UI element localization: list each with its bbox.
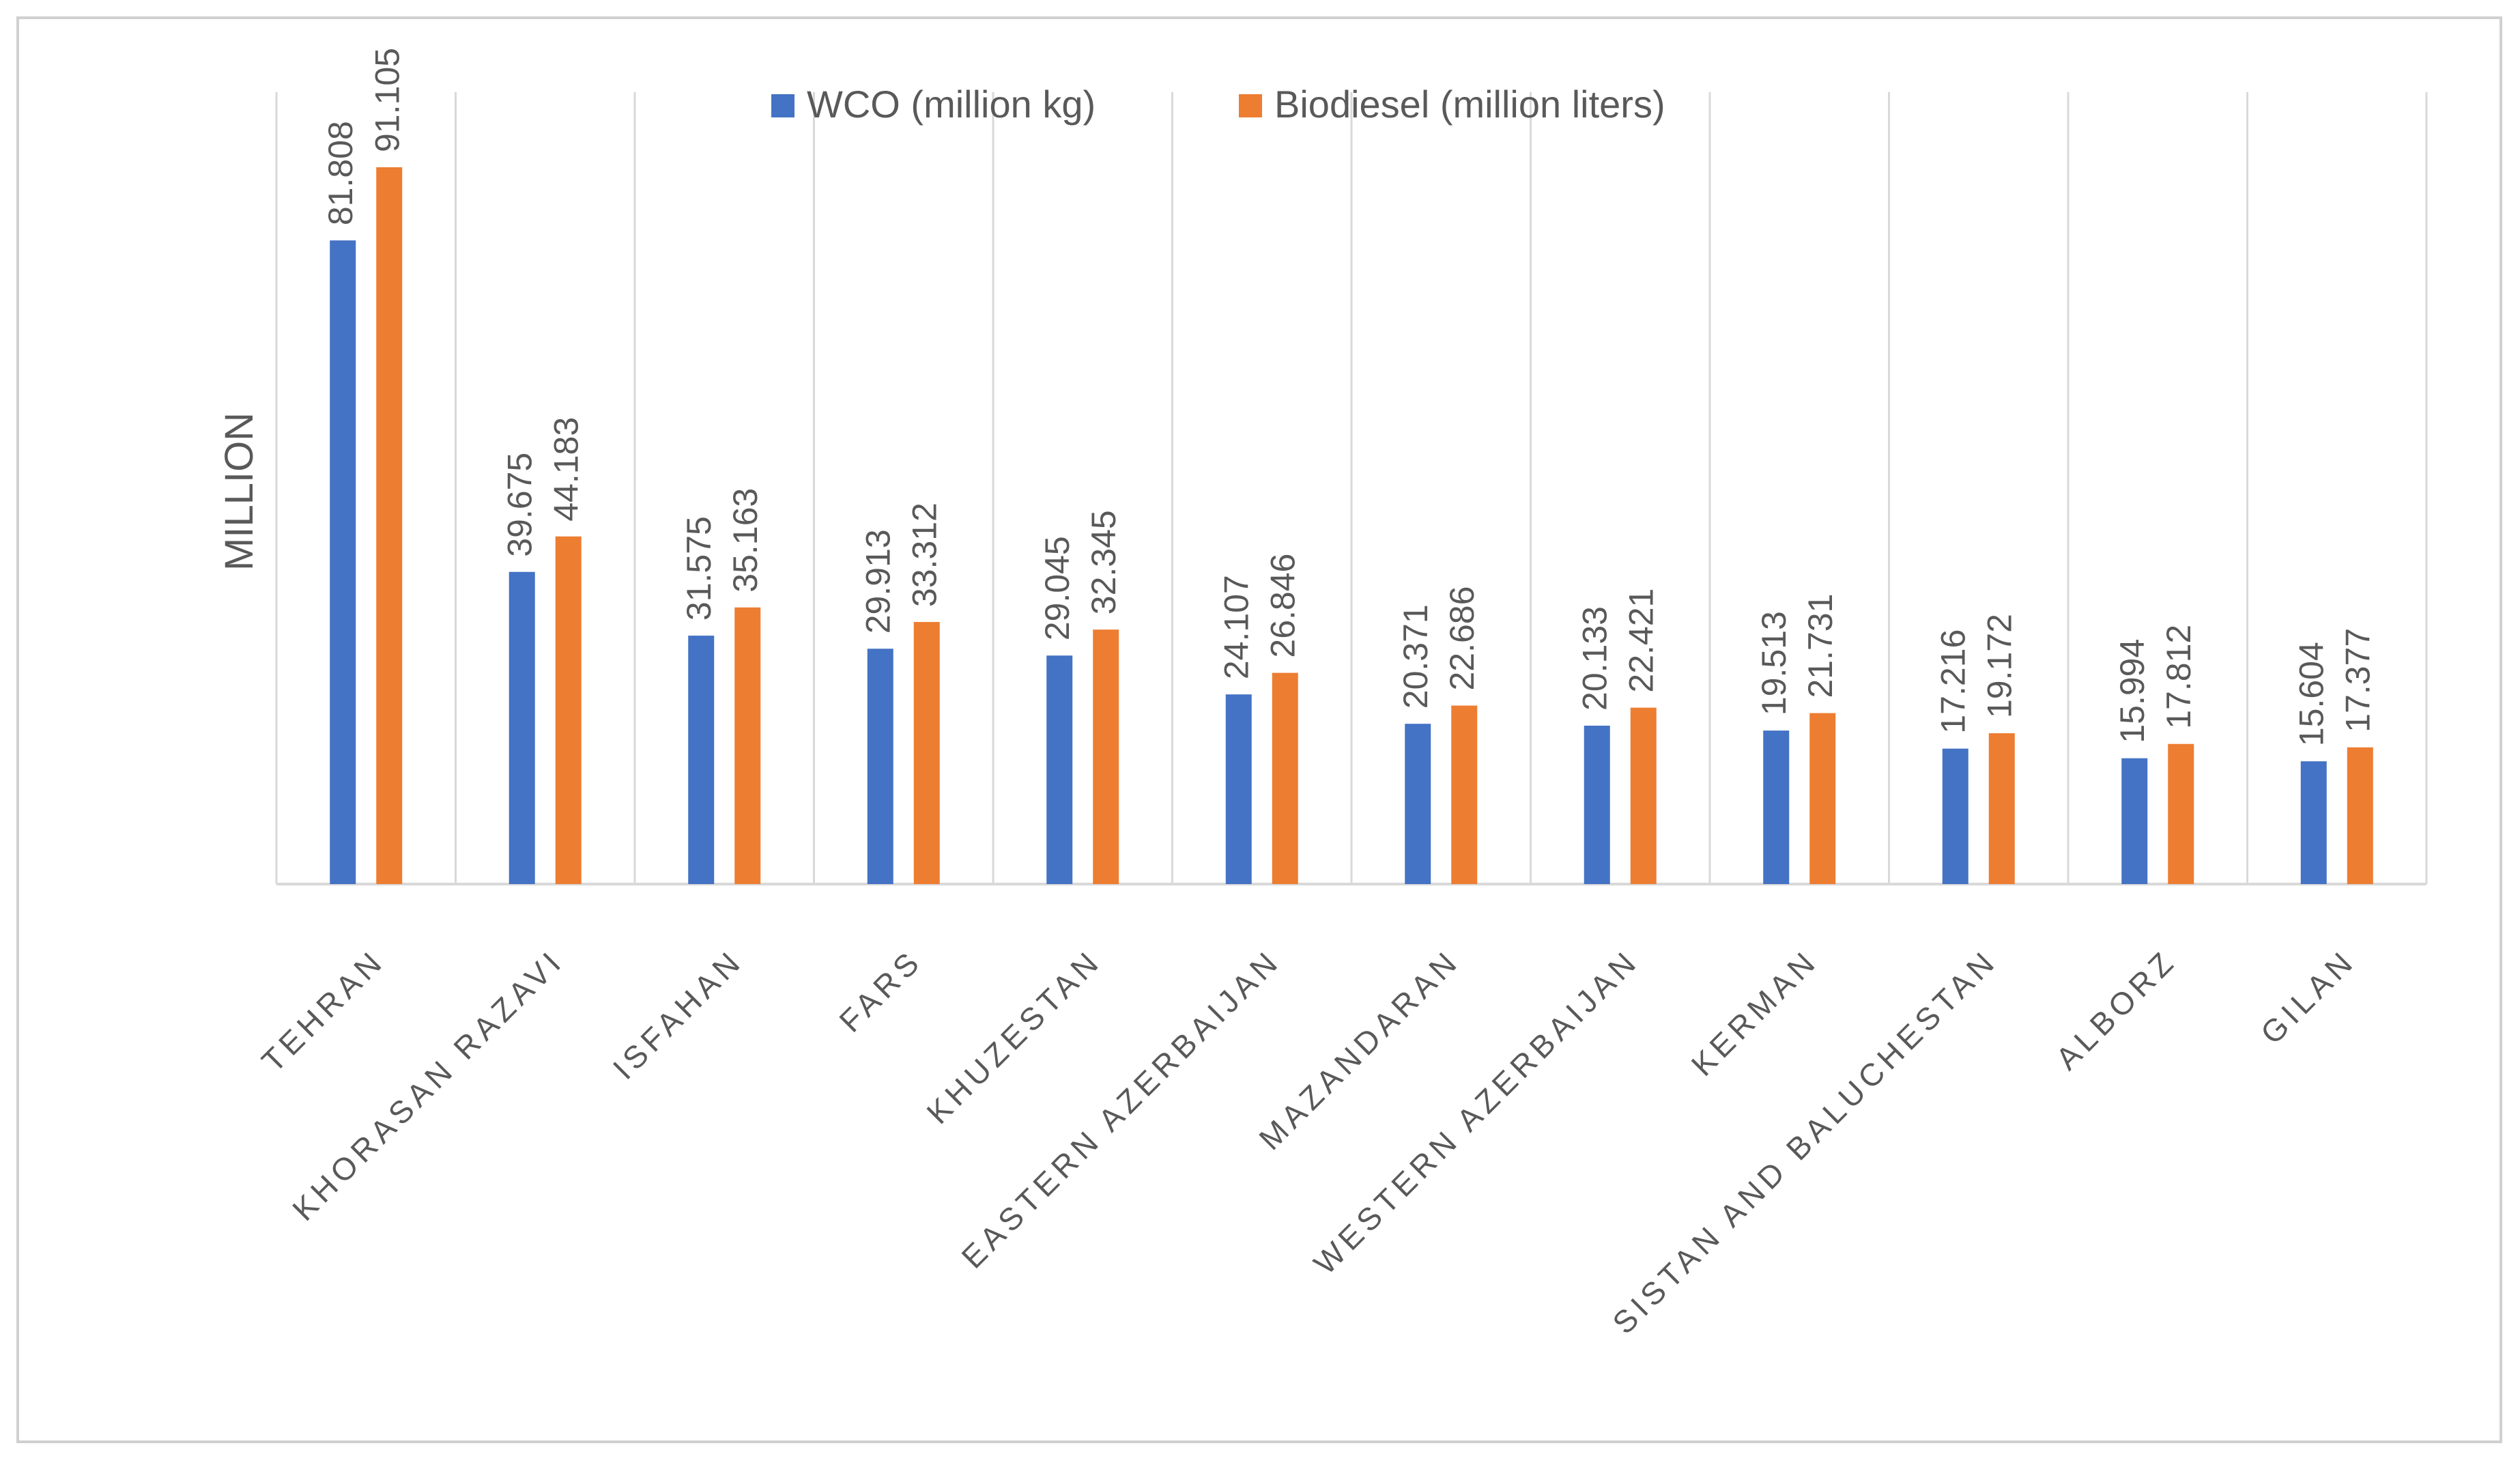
- data-label-biodiesel-3: 33.312: [906, 502, 944, 607]
- grid-layer: [275, 92, 2428, 885]
- bar-biodiesel-1: [555, 536, 582, 884]
- data-label-wco-9: 17.216: [1934, 629, 1973, 734]
- bar-wco-9: [1942, 748, 1968, 884]
- data-label-biodiesel-5: 26.846: [1264, 554, 1302, 658]
- data-label-biodiesel-11: 17.377: [2339, 628, 2377, 733]
- data-label-wco-11: 15.604: [2293, 642, 2331, 746]
- data-label-biodiesel-0: 91.105: [368, 48, 406, 152]
- category-label-4: KHUZESTAN: [919, 942, 1108, 1131]
- bar-biodiesel-10: [2168, 743, 2194, 884]
- legend-swatch-biodiesel: [1239, 94, 1262, 117]
- bar-biodiesel-11: [2347, 747, 2373, 884]
- category-label-3: FARS: [832, 942, 929, 1039]
- bar-wco-1: [509, 571, 535, 884]
- data-label-biodiesel-1: 44.183: [547, 417, 586, 522]
- data-label-wco-8: 19.513: [1755, 611, 1793, 715]
- category-label-2: ISFAHAN: [606, 942, 750, 1086]
- bar-wco-7: [1584, 725, 1610, 884]
- bar-wco-5: [1225, 694, 1252, 884]
- bar-biodiesel-9: [1988, 733, 2015, 884]
- bar-wco-3: [867, 649, 893, 884]
- data-label-biodiesel-7: 22.421: [1622, 588, 1661, 693]
- data-label-biodiesel-4: 32.345: [1085, 510, 1123, 614]
- category-label-0: TEHRAN: [255, 942, 391, 1079]
- bar-biodiesel-5: [1272, 672, 1298, 884]
- bar-wco-0: [330, 240, 356, 885]
- legend-label-biodiesel: Biodiesel (million liters): [1274, 83, 1665, 126]
- chart-frame: [16, 16, 2502, 1443]
- bars-layer: [330, 167, 2373, 885]
- category-label-9: SISTAN AND BALUCHESTAN: [1605, 942, 2004, 1341]
- y-axis-title: MILLION: [217, 412, 261, 571]
- bar-biodiesel-2: [734, 607, 761, 884]
- bar-biodiesel-4: [1093, 629, 1119, 884]
- data-label-wco-4: 29.045: [1038, 536, 1076, 640]
- bar-wco-8: [1763, 730, 1790, 884]
- data-label-wco-6: 20.371: [1397, 604, 1435, 709]
- bar-wco-4: [1046, 655, 1073, 884]
- data-label-biodiesel-9: 19.172: [1981, 614, 2019, 718]
- data-label-wco-5: 24.107: [1218, 575, 1256, 679]
- bar-biodiesel-8: [1809, 713, 1836, 884]
- bar-biodiesel-0: [376, 167, 403, 884]
- data-label-wco-7: 20.133: [1576, 606, 1614, 711]
- bar-wco-11: [2300, 761, 2327, 884]
- category-label-10: ALBORZ: [2049, 942, 2183, 1077]
- category-label-5: EASTERN AZERBAIJAN: [954, 942, 1287, 1275]
- data-label-biodiesel-6: 22.686: [1443, 586, 1481, 691]
- category-label-7: WESTERN AZERBAIJAN: [1306, 942, 1645, 1281]
- data-label-biodiesel-2: 35.163: [726, 488, 764, 593]
- bar-biodiesel-6: [1451, 705, 1478, 884]
- bar-wco-6: [1405, 724, 1431, 884]
- data-label-wco-2: 31.575: [680, 516, 718, 621]
- data-label-wco-1: 39.675: [501, 453, 539, 557]
- data-label-wco-10: 15.994: [2113, 639, 2151, 743]
- bar-biodiesel-3: [913, 622, 940, 884]
- legend-label-wco: WCO (million kg): [807, 83, 1096, 126]
- legend-swatch-wco: [771, 94, 794, 117]
- bar-wco-10: [2121, 758, 2148, 884]
- category-label-6: MAZANDARAN: [1252, 942, 1466, 1156]
- category-label-8: KERMAN: [1685, 942, 1825, 1083]
- legend: WCO (million kg) Biodiesel (million liter…: [771, 83, 1665, 126]
- data-label-biodiesel-8: 21.731: [1801, 594, 1839, 698]
- data-label-biodiesel-10: 17.812: [2160, 625, 2198, 729]
- category-label-11: GILAN: [2254, 942, 2362, 1051]
- data-label-wco-0: 81.808: [321, 121, 360, 225]
- bar-wco-2: [688, 636, 715, 884]
- data-label-wco-3: 29.913: [859, 529, 898, 634]
- bar-biodiesel-7: [1630, 707, 1657, 884]
